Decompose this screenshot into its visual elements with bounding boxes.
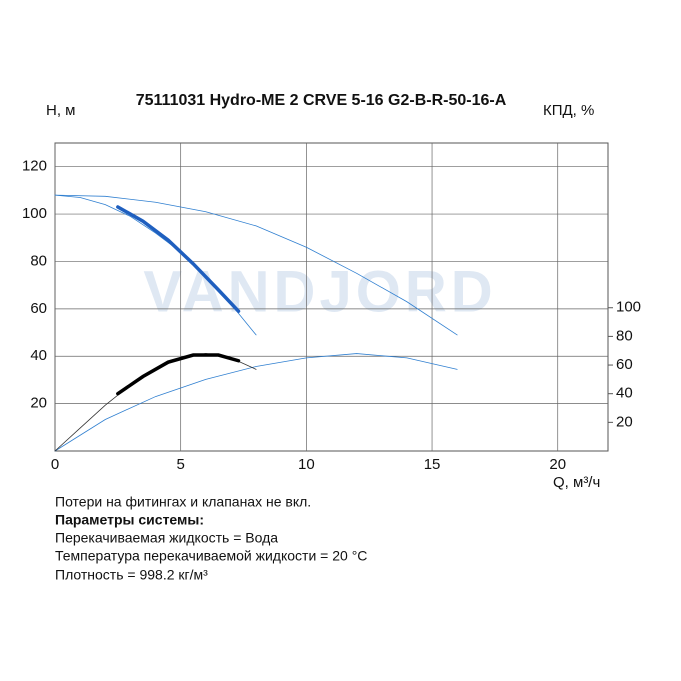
y-tick-label: 80 <box>30 252 47 269</box>
y-tick-label: 40 <box>30 347 47 364</box>
y-tick-label: 20 <box>30 395 47 412</box>
x-tick-label: 0 <box>51 456 59 473</box>
param: Температура перекачиваемой жидкости = 20… <box>55 548 367 564</box>
param: Перекачиваемая жидкость = Вода <box>55 530 278 546</box>
y2-tick-label: 40 <box>616 385 633 402</box>
y2-tick-label: 100 <box>616 299 641 316</box>
y2-tick-label: 60 <box>616 356 633 373</box>
note: Потери на фитингах и клапанах не вкл. <box>55 494 311 510</box>
params-title: Параметры системы: <box>55 512 204 528</box>
chart-title: 75111031 Hydro-ME 2 CRVE 5-16 G2-B-R-50-… <box>136 92 507 109</box>
param: Плотность = 998.2 кг/м³ <box>55 567 208 583</box>
y-tick-label: 100 <box>22 205 47 222</box>
y2-tick-label: 80 <box>616 327 633 344</box>
x-tick-label: 5 <box>177 456 185 473</box>
curve <box>116 205 241 313</box>
y-tick-label: 120 <box>22 158 47 175</box>
x-axis-label: Q, м³/ч <box>553 474 600 491</box>
y2-axis-label: КПД, % <box>543 102 594 119</box>
curve <box>54 194 458 336</box>
y-axis-label: H, м <box>46 102 75 119</box>
curve <box>54 353 458 452</box>
y-tick-label: 60 <box>30 300 47 317</box>
y2-tick-label: 20 <box>616 413 633 430</box>
x-tick-label: 15 <box>424 456 441 473</box>
x-tick-label: 10 <box>298 456 315 473</box>
curve <box>116 353 241 396</box>
x-tick-label: 20 <box>549 456 566 473</box>
